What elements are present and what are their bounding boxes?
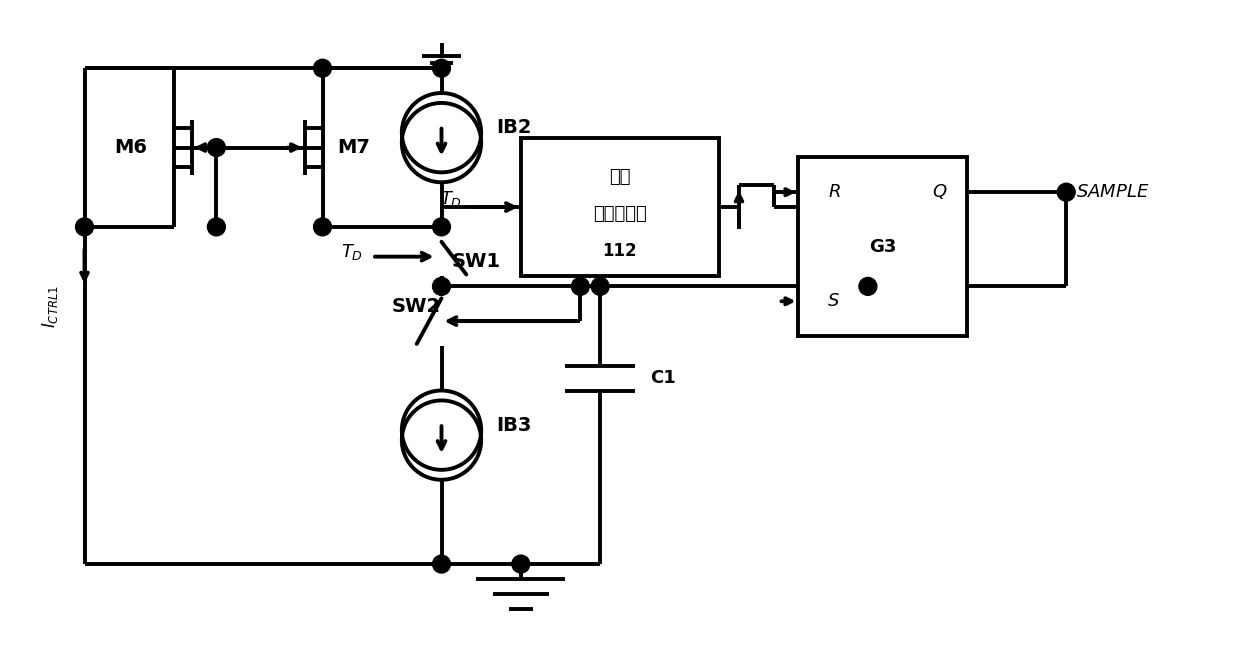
Text: $T_D$: $T_D$ — [341, 242, 363, 262]
Text: Q: Q — [932, 183, 946, 201]
Text: R: R — [828, 183, 841, 201]
Circle shape — [433, 555, 450, 573]
Text: $T_D$: $T_D$ — [440, 189, 463, 209]
Text: SW2: SW2 — [392, 297, 441, 316]
Circle shape — [433, 278, 450, 295]
Text: $I_{CTRL1}$: $I_{CTRL1}$ — [40, 284, 60, 328]
Circle shape — [433, 59, 450, 77]
Text: S: S — [828, 292, 839, 310]
Text: $SAMPLE$: $SAMPLE$ — [1076, 183, 1149, 201]
Circle shape — [512, 555, 529, 573]
Circle shape — [76, 218, 93, 236]
Text: IB2: IB2 — [496, 119, 532, 137]
Text: 第一: 第一 — [609, 168, 631, 186]
Text: IB3: IB3 — [496, 416, 532, 435]
Text: 单稳态电路: 单稳态电路 — [593, 205, 647, 223]
Circle shape — [433, 218, 450, 236]
Circle shape — [859, 278, 877, 295]
Circle shape — [207, 139, 226, 157]
Bar — [521, 138, 719, 276]
Circle shape — [1058, 183, 1075, 201]
Circle shape — [591, 278, 609, 295]
Circle shape — [314, 218, 331, 236]
Bar — [799, 157, 967, 336]
Circle shape — [572, 278, 589, 295]
Circle shape — [314, 59, 331, 77]
Text: SW1: SW1 — [451, 252, 501, 271]
Circle shape — [207, 218, 226, 236]
Text: C1: C1 — [650, 369, 676, 387]
Text: 112: 112 — [603, 242, 637, 260]
Text: M6: M6 — [114, 138, 148, 157]
Text: M7: M7 — [337, 138, 371, 157]
Text: G3: G3 — [869, 238, 897, 256]
